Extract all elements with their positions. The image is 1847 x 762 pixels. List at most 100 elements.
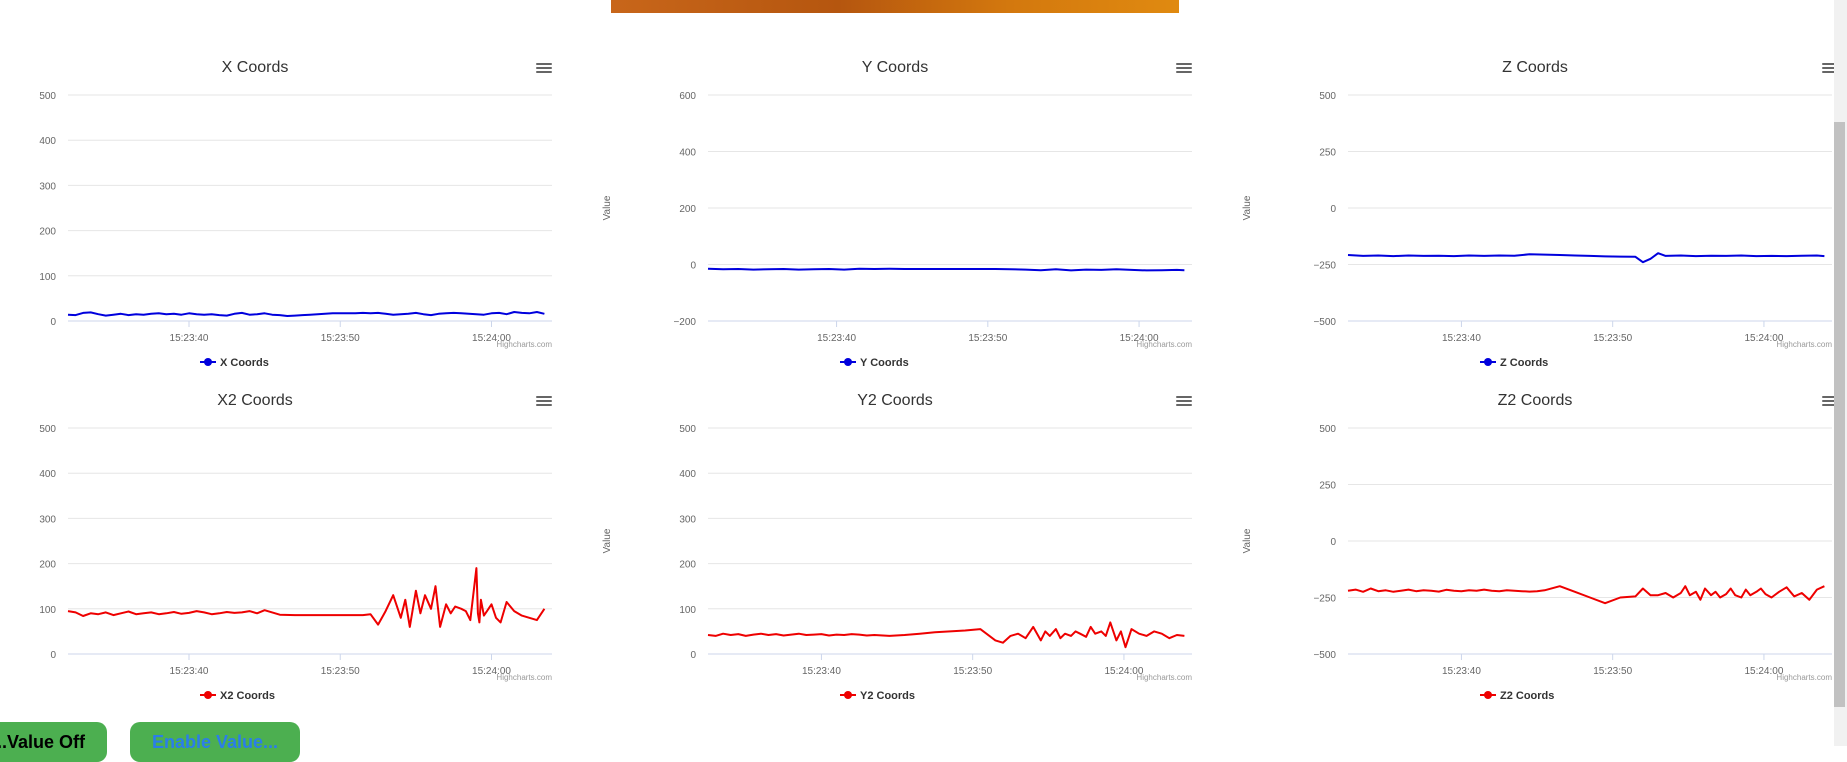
series-line[interactable] [707, 621, 1185, 649]
chart-0: X Coords 0 100 200 300 400 500 15:23:40 15:23:50… [0, 40, 600, 369]
x-tick-label: 15:24:00 [1120, 333, 1159, 344]
series-line[interactable] [67, 567, 546, 628]
legend-item[interactable]: Y Coords [860, 357, 909, 369]
hamburger-menu-icon[interactable] [1822, 61, 1838, 75]
y-tick-label: 400 [39, 136, 56, 147]
chart-svg: Y Coords Value −200 0 200 400 600 15:23:40 15:23… [602, 59, 1192, 369]
menu-icon-bar [1176, 71, 1192, 73]
y-tick-label: 500 [1319, 424, 1336, 435]
x-tick-label: 15:23:40 [817, 333, 856, 344]
x-tick-label: 15:24:00 [472, 666, 511, 677]
x-tick-label: 15:23:40 [1442, 333, 1481, 344]
scrollbar-thumb[interactable] [1834, 122, 1845, 707]
y-tick-label: 500 [679, 424, 696, 435]
x-tick-label: 15:23:50 [1593, 666, 1632, 677]
menu-icon-bar [1822, 63, 1838, 65]
y-tick-label: 250 [1319, 481, 1336, 492]
legend-marker[interactable] [844, 691, 852, 699]
menu-icon-bar [536, 63, 552, 65]
menu-icon-bar [1176, 404, 1192, 406]
y-tick-label: 300 [39, 181, 56, 192]
y-tick-label: 0 [50, 650, 56, 661]
menu-icon-bar [1822, 396, 1838, 398]
hamburger-menu-icon[interactable] [536, 61, 552, 75]
credits-link[interactable]: Highcharts.com [1776, 340, 1832, 349]
y-axis-label: Value [602, 195, 613, 220]
y-tick-label: 100 [39, 272, 56, 283]
menu-icon-bar [1176, 63, 1192, 65]
chart-svg: Z2 Coords Value −500 −250 0 250 500 15:23:40 15:… [1242, 392, 1832, 702]
legend-marker[interactable] [204, 691, 212, 699]
y-tick-label: −500 [1313, 650, 1336, 661]
legend-marker[interactable] [1484, 358, 1492, 366]
chart-3: X2 Coords 0 100 200 300 400 500 15:23:40 15:23:5… [0, 373, 600, 702]
menu-icon-bar [1822, 404, 1838, 406]
menu-icon-bar [536, 71, 552, 73]
y-tick-label: 400 [679, 469, 696, 480]
y-tick-label: 0 [1330, 204, 1336, 215]
y-tick-label: 500 [1319, 91, 1336, 102]
series-line[interactable] [707, 267, 1185, 272]
credits-link[interactable]: Highcharts.com [1136, 673, 1192, 682]
x-tick-label: 15:23:50 [968, 333, 1007, 344]
series-line[interactable] [67, 311, 545, 317]
credits-link[interactable]: Highcharts.com [1136, 340, 1192, 349]
chart-5: Z2 Coords Value −500 −250 0 250 500 15:23:40 15:… [1242, 373, 1847, 702]
credits-link[interactable]: Highcharts.com [496, 673, 552, 682]
x-tick-label: 15:23:40 [1442, 666, 1481, 677]
value-off-button[interactable]: ...Value Off [0, 722, 108, 762]
legend-item[interactable]: Z Coords [1500, 357, 1548, 369]
menu-icon-bar [536, 400, 552, 402]
legend-item[interactable]: X Coords [220, 357, 269, 369]
legend-item[interactable]: Z2 Coords [1500, 690, 1554, 702]
hamburger-menu-icon[interactable] [536, 394, 552, 408]
menu-icon-bar [1822, 400, 1838, 402]
y-axis-label: Value [1242, 195, 1253, 220]
y-tick-label: 400 [679, 148, 696, 159]
x-tick-label: 15:23:40 [802, 666, 841, 677]
x-tick-label: 15:24:00 [472, 333, 511, 344]
chart-title: Y2 Coords [857, 392, 933, 409]
y-axis-label: Value [602, 528, 613, 553]
menu-icon-bar [1822, 71, 1838, 73]
scrollbar[interactable] [1834, 0, 1847, 746]
menu-icon-bar [536, 67, 552, 69]
y-tick-label: 200 [39, 560, 56, 571]
y-tick-label: −250 [1313, 594, 1336, 605]
y-tick-label: 100 [39, 605, 56, 616]
y-axis-label: Value [1242, 528, 1253, 553]
y-tick-label: −200 [673, 317, 696, 328]
x-tick-label: 15:24:00 [1744, 333, 1783, 344]
legend-item[interactable]: Y2 Coords [860, 690, 915, 702]
legend-item[interactable]: X2 Coords [220, 690, 275, 702]
series-line[interactable] [1347, 252, 1825, 264]
chart-title: Z Coords [1502, 59, 1568, 76]
credits-link[interactable]: Highcharts.com [496, 340, 552, 349]
legend-marker[interactable] [204, 358, 212, 366]
credits-link[interactable]: Highcharts.com [1776, 673, 1832, 682]
series-line[interactable] [1347, 585, 1825, 605]
x-tick-label: 15:23:50 [321, 333, 360, 344]
x-tick-label: 15:23:50 [321, 666, 360, 677]
chart-4: Y2 Coords Value 0 100 200 300 400 500 15:23:40 15… [602, 373, 1240, 702]
menu-icon-bar [536, 404, 552, 406]
y-tick-label: 300 [679, 514, 696, 525]
legend-marker[interactable] [1484, 691, 1492, 699]
hamburger-menu-icon[interactable] [1176, 394, 1192, 408]
x-tick-label: 15:23:40 [170, 666, 209, 677]
hamburger-menu-icon[interactable] [1822, 394, 1838, 408]
menu-icon-bar [1176, 400, 1192, 402]
x-tick-label: 15:24:00 [1104, 666, 1143, 677]
chart-title: X Coords [222, 59, 289, 76]
enable-value-button[interactable]: Enable Value... [130, 722, 301, 762]
y-tick-label: 200 [679, 560, 696, 571]
menu-icon-bar [1176, 396, 1192, 398]
chart-2: Z Coords Value −500 −250 0 250 500 15:23:40 15:2… [1242, 40, 1847, 369]
hamburger-menu-icon[interactable] [1176, 61, 1192, 75]
menu-icon-bar [536, 396, 552, 398]
menu-icon-bar [1822, 67, 1838, 69]
x-tick-label: 15:23:40 [170, 333, 209, 344]
chart-svg: X2 Coords 0 100 200 300 400 500 15:23:40 15:23:5… [39, 392, 552, 702]
chart-svg: Z Coords Value −500 −250 0 250 500 15:23:40 15:2… [1242, 59, 1832, 369]
legend-marker[interactable] [844, 358, 852, 366]
